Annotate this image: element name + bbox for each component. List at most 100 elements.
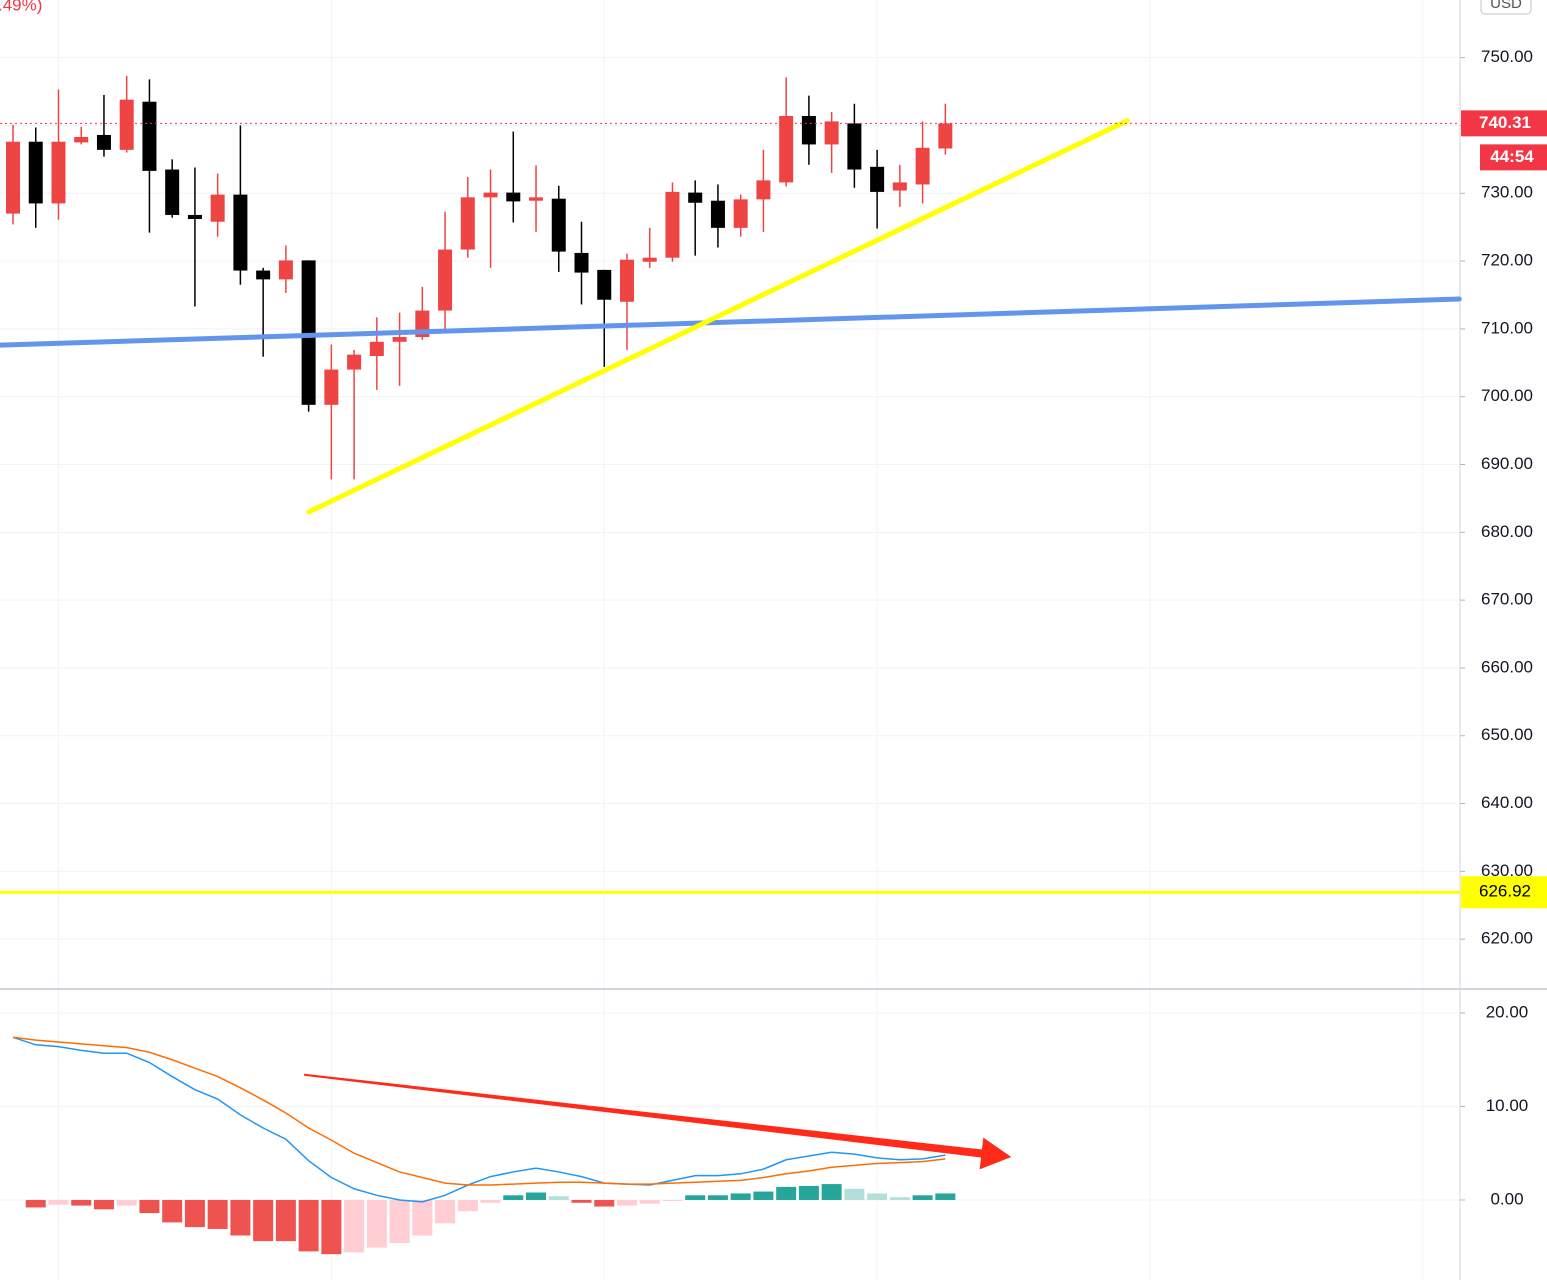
histogram-bar <box>753 1191 774 1200</box>
candle-body <box>210 194 225 222</box>
histogram-bar <box>366 1199 387 1248</box>
candle-body <box>870 166 885 192</box>
candle-body <box>642 257 657 262</box>
candle-body <box>347 354 362 370</box>
candle-body <box>665 191 680 258</box>
y-tick-label: 700.00 <box>1481 386 1533 405</box>
y-tick-label: 650.00 <box>1481 725 1533 744</box>
histogram-bar <box>776 1186 797 1200</box>
y-tick-label: 750.00 <box>1481 47 1533 66</box>
histogram-bar <box>230 1199 251 1236</box>
histogram-bar <box>48 1199 69 1205</box>
candle-body <box>438 249 453 311</box>
histogram-bar <box>730 1193 751 1200</box>
candle-body <box>915 147 930 185</box>
histogram-bar <box>253 1199 274 1242</box>
candle-body <box>574 252 589 273</box>
y-tick-label: 10.00 <box>1486 1096 1529 1115</box>
countdown: 44:54 <box>1490 147 1534 166</box>
last-price-label: 740.31 <box>1479 113 1531 132</box>
macd-line <box>12 1036 946 1186</box>
histogram-bar <box>707 1195 728 1200</box>
histogram-bar <box>867 1193 888 1200</box>
histogram-bar <box>184 1199 205 1228</box>
y-tick-label: 620.00 <box>1481 929 1533 948</box>
candle-body <box>96 134 111 150</box>
mark-layer <box>0 75 1462 1255</box>
change-label: .49%) <box>0 0 42 14</box>
trend-line <box>0 296 1462 348</box>
currency-box <box>1480 0 1532 15</box>
histogram-bar <box>71 1199 92 1206</box>
histogram-bar <box>821 1184 842 1200</box>
y-tick-label: 680.00 <box>1481 522 1533 541</box>
y-tick-label: 20.00 <box>1486 1002 1529 1021</box>
histogram-bar <box>571 1199 592 1203</box>
histogram-bar <box>93 1199 114 1210</box>
candle-body <box>165 169 180 215</box>
candle-body <box>892 182 907 191</box>
candle-body <box>824 121 839 145</box>
candle-body <box>506 192 521 202</box>
histogram-bar <box>457 1199 478 1212</box>
histogram-bar <box>616 1199 637 1206</box>
histogram-bar <box>639 1199 660 1204</box>
candle-body <box>369 341 384 357</box>
y-tick-label: 640.00 <box>1481 793 1533 812</box>
last-price-box <box>1461 110 1547 137</box>
candle-body <box>74 136 89 143</box>
histogram-bar <box>162 1199 183 1223</box>
candle-body <box>256 270 271 280</box>
histogram-bar <box>798 1185 819 1200</box>
y-tick-label: 630.00 <box>1481 861 1533 880</box>
candle-body <box>847 123 862 170</box>
histogram-bar <box>503 1195 524 1200</box>
candle-body <box>187 214 202 220</box>
candle-body <box>756 180 771 200</box>
candle-body <box>28 141 43 204</box>
candle-body <box>233 194 248 271</box>
histogram-bar <box>685 1195 706 1200</box>
histogram-bar <box>139 1199 160 1214</box>
candle-body <box>119 99 134 150</box>
candle-body <box>597 269 612 300</box>
candle-body <box>51 141 66 204</box>
candle-body <box>938 123 953 149</box>
histogram-bar <box>116 1199 137 1206</box>
price-label-box <box>1461 876 1547 909</box>
candle-body <box>483 192 498 198</box>
candle-body <box>529 197 544 201</box>
price-label: 626.92 <box>1479 882 1531 901</box>
y-tick-label: 720.00 <box>1481 251 1533 270</box>
arrow <box>303 1073 1012 1170</box>
candle-body <box>278 260 293 280</box>
histogram-bar <box>321 1199 342 1255</box>
trend-line <box>306 118 1130 515</box>
y-tick-label: 660.00 <box>1481 657 1533 676</box>
candle-body <box>6 141 20 214</box>
candle-body <box>801 115 816 145</box>
histogram-bar <box>344 1199 365 1253</box>
candle-body <box>619 259 634 302</box>
currency: USD <box>1490 0 1522 12</box>
macd-line <box>12 1036 946 1203</box>
y-tick-label: 730.00 <box>1481 183 1533 202</box>
histogram-bar <box>298 1199 319 1252</box>
y-tick-label: 0.00 <box>1490 1189 1523 1208</box>
histogram-bar <box>480 1199 501 1203</box>
histogram-bar <box>25 1199 46 1208</box>
candle-body <box>142 101 157 171</box>
histogram-bar <box>912 1195 933 1200</box>
histogram-bar <box>594 1199 615 1207</box>
histogram-bar <box>207 1199 228 1229</box>
candle-body <box>301 260 316 405</box>
candle-body <box>392 337 407 342</box>
histogram-bar <box>662 1199 683 1201</box>
candle-body <box>688 192 703 203</box>
candle-body <box>779 115 794 183</box>
countdown-box <box>1480 144 1547 171</box>
histogram-bar <box>412 1199 433 1236</box>
y-tick-label: 690.00 <box>1481 454 1533 473</box>
histogram-bar <box>548 1196 569 1200</box>
